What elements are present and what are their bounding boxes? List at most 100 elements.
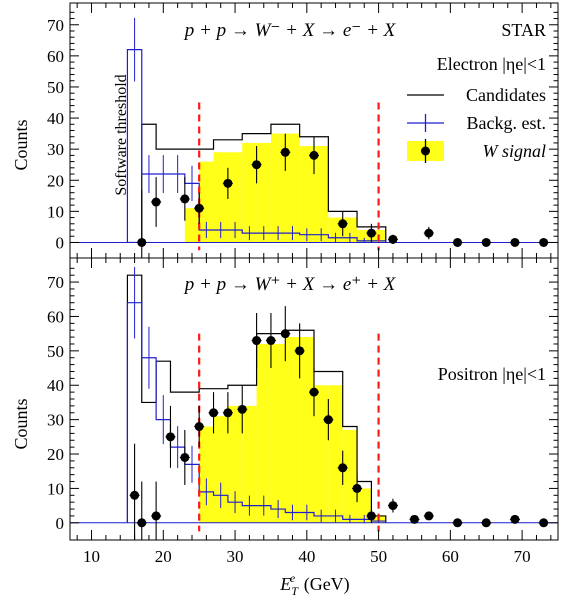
bottom-region-label: Positron |ηe|<1 — [438, 364, 546, 384]
signal-point — [309, 150, 319, 160]
signal-fill-bin — [299, 146, 314, 243]
signal-fill-bin — [184, 208, 200, 243]
top-points-group — [136, 133, 549, 258]
signal-point — [481, 518, 491, 528]
x-axis-label-unit: (GeV) — [299, 574, 349, 595]
signal-point — [223, 408, 233, 418]
bottom-panel-text: p + p → W⁺ + X → e⁺ + X Positron |ηe|<1 … — [11, 274, 546, 598]
top-candidates-group — [127, 123, 387, 244]
signal-fill-bin — [199, 161, 214, 243]
y-tick-label: 20 — [47, 445, 64, 464]
signal-fill-bin — [213, 152, 228, 243]
signal-fill-bin — [342, 429, 358, 523]
x-tick-label: 10 — [83, 547, 100, 566]
signal-point — [510, 237, 520, 247]
signal-point — [137, 518, 147, 528]
x-tick-label: 30 — [227, 547, 244, 566]
signal-point — [209, 408, 219, 418]
signal-fill-bin — [285, 337, 300, 523]
y-tick-label: 10 — [47, 479, 64, 498]
signal-fill-bin — [242, 142, 257, 243]
y-tick-label: 30 — [47, 140, 64, 159]
signal-point — [223, 178, 233, 188]
signal-fill-bin — [199, 426, 214, 523]
signal-point — [180, 194, 190, 204]
signal-point — [280, 147, 290, 157]
signal-point — [252, 160, 262, 170]
x-axis-label: ETe (GeV) — [279, 571, 349, 598]
signal-point — [453, 518, 463, 528]
signal-fill-bin — [270, 133, 286, 243]
signal-point — [180, 452, 190, 462]
signal-point — [151, 197, 161, 207]
top-experiment-label: STAR — [501, 20, 546, 40]
x-axis-label-sub: T — [291, 584, 299, 598]
y-tick-label: 40 — [47, 109, 64, 128]
signal-point — [424, 228, 434, 238]
signal-point — [295, 346, 305, 356]
software-threshold-label: Software threshold — [113, 74, 130, 195]
bottom-points-group — [129, 306, 549, 540]
y-tick-label: 20 — [47, 171, 64, 190]
signal-point — [194, 422, 204, 432]
signal-fill-bin — [270, 343, 286, 523]
signal-point — [323, 415, 333, 425]
top-y-label: Counts — [11, 119, 31, 170]
x-tick-label: 50 — [370, 547, 387, 566]
y-tick-label: 0 — [56, 514, 65, 533]
signal-point — [338, 463, 348, 473]
y-tick-label: 10 — [47, 202, 64, 221]
signal-fill-bin — [328, 385, 343, 523]
y-tick-label: 60 — [47, 47, 64, 66]
x-tick-label: 60 — [442, 547, 459, 566]
y-tick-label: 70 — [47, 16, 64, 35]
signal-point — [309, 387, 319, 397]
top-signal-fill-group — [184, 133, 386, 243]
y-tick-label: 70 — [47, 273, 64, 292]
signal-point — [366, 511, 376, 521]
signal-point — [165, 432, 175, 442]
signal-point — [388, 501, 398, 511]
signal-fill-bin — [227, 152, 243, 243]
signal-point — [280, 329, 290, 339]
signal-point — [194, 203, 204, 213]
signal-point — [338, 219, 348, 229]
signal-point — [130, 490, 140, 500]
bottom-panel: 0 10 20 30 40 50 60 70 10 20 30 40 50 60 70 — [47, 257, 559, 566]
x-tick-label: 70 — [514, 547, 531, 566]
signal-point — [252, 336, 262, 346]
top-x-axis — [76, 3, 552, 258]
signal-point — [481, 237, 491, 247]
top-y-axis: 0 10 20 30 40 50 60 70 — [47, 11, 558, 252]
signal-point — [151, 511, 161, 521]
y-tick-label: 40 — [47, 376, 64, 395]
legend-signal-marker — [421, 146, 430, 156]
legend-candidates-label: Candidates — [466, 85, 546, 105]
signal-fill-bin — [314, 385, 329, 523]
signal-point — [453, 237, 463, 247]
signal-point — [352, 483, 362, 493]
top-panel-text: p + p → W⁻ + X → e⁻ + X STAR Electron |η… — [11, 20, 546, 196]
y-tick-label: 50 — [47, 342, 64, 361]
signal-fill-bin — [285, 133, 300, 243]
x-axis-label-E: E — [279, 574, 291, 594]
top-cut-lines-group — [198, 102, 380, 251]
signal-fill-bin — [213, 416, 228, 523]
signal-point — [424, 511, 434, 521]
top-background-group — [126, 17, 387, 243]
signal-point — [539, 237, 549, 247]
legend: Candidates Backg. est. W signal — [407, 85, 546, 163]
signal-point — [539, 518, 549, 528]
top-title: p + p → W⁻ + X → e⁻ + X — [183, 20, 397, 41]
y-tick-label: 0 — [56, 233, 65, 252]
signal-fill-bin — [242, 405, 257, 523]
signal-fill-bin — [314, 146, 329, 243]
signal-point — [137, 237, 147, 247]
legend-signal-label: W signal — [482, 141, 546, 161]
signal-point — [510, 514, 520, 524]
top-region-label: Electron |ηe|<1 — [437, 54, 546, 74]
signal-point — [409, 514, 419, 524]
signal-point — [388, 234, 398, 244]
signal-point — [237, 404, 247, 414]
bottom-y-label: Counts — [11, 398, 31, 449]
